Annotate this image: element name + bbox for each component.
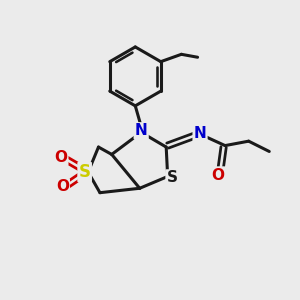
Text: O: O bbox=[56, 179, 69, 194]
Text: O: O bbox=[54, 150, 67, 165]
Text: N: N bbox=[135, 123, 148, 138]
Text: O: O bbox=[211, 167, 224, 182]
Text: S: S bbox=[167, 170, 178, 185]
Text: S: S bbox=[79, 163, 91, 181]
Text: N: N bbox=[194, 126, 206, 141]
